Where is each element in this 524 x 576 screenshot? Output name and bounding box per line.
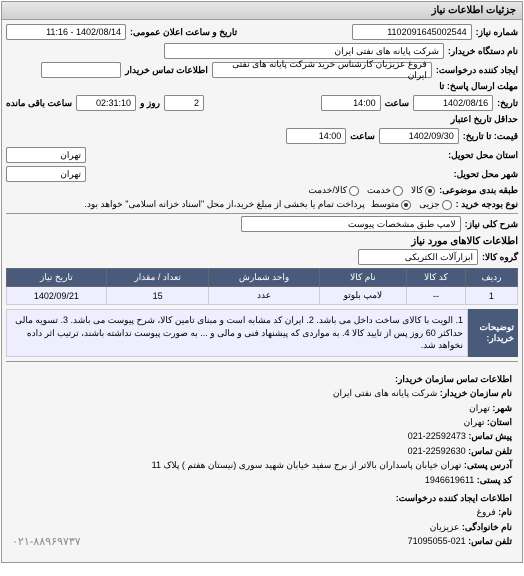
desc-field: لامپ طبق مشخصات پیوست bbox=[241, 216, 461, 232]
contact-org: شرکت پایانه های نفتی ایران bbox=[333, 388, 437, 398]
remain-time-field: 02:31:10 bbox=[76, 95, 136, 111]
contact-postal: 1946619611 bbox=[425, 475, 474, 485]
buyer-notes-row: توضیحات خریدار: 1. الویت با کالای ساخت د… bbox=[6, 309, 518, 357]
package-radio-group: کالا خدمت کالا/خدمت bbox=[308, 185, 435, 196]
validity-label-2: قیمت: تا تاریخ: bbox=[463, 131, 518, 142]
group-label: گروه کالا: bbox=[482, 252, 518, 263]
details-panel: جزئیات اطلاعات نیاز شماره نیاز: 11020916… bbox=[1, 1, 523, 563]
remain-days-label: روز و bbox=[140, 98, 160, 109]
purchase-type-label: نوع بودجه خرید : bbox=[456, 199, 518, 210]
creator-section-title: اطلاعات ایجاد کننده درخواست: bbox=[12, 491, 512, 505]
radio-icon bbox=[442, 200, 452, 210]
col-unit: واحد شمارش bbox=[209, 269, 319, 287]
creator-family-label: نام خانوادگی: bbox=[462, 522, 512, 532]
buyer-notes-label: توضیحات خریدار: bbox=[468, 309, 518, 357]
contact-prefix-label: پیش تماس: bbox=[468, 431, 512, 441]
validity-time-label: ساعت bbox=[350, 131, 375, 142]
purchase-type-radio-group: جزیی متوسط bbox=[371, 199, 452, 210]
city-label: شهر محل تحویل: bbox=[454, 169, 518, 180]
cell-code: -- bbox=[407, 287, 466, 305]
group-field: ابزارآلات الکتریکی bbox=[358, 249, 478, 265]
remain-time-label: ساعت باقی مانده bbox=[6, 98, 72, 109]
col-qty: تعداد / مقدار bbox=[106, 269, 209, 287]
creator-name-label: نام: bbox=[498, 507, 512, 517]
footer-phone: ۰۲۱-۸۸۹۶۹۷۳۷ bbox=[12, 534, 81, 552]
col-code: کد کالا bbox=[407, 269, 466, 287]
buyer-contact-label: اطلاعات تماس خریدار bbox=[125, 65, 208, 76]
request-no-label: شماره نیاز: bbox=[476, 27, 518, 38]
deadline-time-field: 14:00 bbox=[321, 95, 381, 111]
creator-tel: 71095055-021 bbox=[408, 534, 466, 552]
payment-note: پرداخت تمام یا بخشی از مبلغ خرید،از محل … bbox=[84, 199, 364, 210]
validity-time-field: 14:00 bbox=[286, 128, 346, 144]
creator-field: فروغ عزیزیان کارشناس خرید شرکت پایانه ها… bbox=[212, 62, 432, 78]
city-field: تهران bbox=[6, 166, 86, 182]
cell-row-no: 1 bbox=[465, 287, 517, 305]
contact-org-label: نام سازمان خریدار: bbox=[440, 388, 512, 398]
radio-icon bbox=[401, 200, 411, 210]
creator-family: عزیزیان bbox=[430, 522, 460, 532]
contact-section: اطلاعات تماس سازمان خریدار: نام سازمان خ… bbox=[6, 366, 518, 558]
cell-name: لامپ بلوتو bbox=[319, 287, 406, 305]
deadline-date-field: 1402/08/16 bbox=[413, 95, 493, 111]
items-table: ردیف کد کالا نام کالا واحد شمارش تعداد /… bbox=[6, 268, 518, 305]
buyer-org-field: شرکت پایانه های نفتی ایران bbox=[164, 43, 444, 59]
validity-date-field: 1402/09/30 bbox=[379, 128, 459, 144]
cell-qty: 15 bbox=[106, 287, 209, 305]
contact-phone: 22592630-021 bbox=[408, 446, 466, 456]
deadline-time-label: ساعت bbox=[385, 98, 410, 109]
radio-icon bbox=[349, 186, 359, 196]
col-row-no: ردیف bbox=[465, 269, 517, 287]
contact-prefix: 22592473-021 bbox=[408, 431, 466, 441]
package-label: طبقه بندی موضوعی: bbox=[439, 185, 518, 196]
announce-date-field: 1402/08/14 - 11:16 bbox=[6, 24, 126, 40]
contact-address: تهران خیابان پاسداران بالاتر از برج سفید… bbox=[152, 460, 462, 470]
table-row: 1 -- لامپ بلوتو عدد 15 1402/09/21 bbox=[7, 287, 518, 305]
contact-province-label: استان: bbox=[487, 417, 512, 427]
creator-label: ایجاد کننده درخواست: bbox=[436, 65, 518, 76]
contact-province: تهران bbox=[464, 417, 485, 427]
contact-address-label: آدرس پستی: bbox=[464, 460, 512, 470]
contact-section-title: اطلاعات تماس سازمان خریدار: bbox=[12, 372, 512, 386]
buyer-contact-field bbox=[41, 62, 121, 78]
cell-date: 1402/09/21 bbox=[7, 287, 107, 305]
panel-title: جزئیات اطلاعات نیاز bbox=[2, 2, 522, 20]
province-field: تهران bbox=[6, 147, 86, 163]
contact-city-label: شهر: bbox=[492, 403, 512, 413]
contact-postal-label: کد پستی: bbox=[477, 475, 512, 485]
deadline-label-2: تاریخ: bbox=[497, 98, 518, 109]
validity-label-1: حداقل تاریخ اعتبار bbox=[451, 114, 518, 125]
cell-unit: عدد bbox=[209, 287, 319, 305]
creator-name: فروغ bbox=[477, 507, 496, 517]
col-name: نام کالا bbox=[319, 269, 406, 287]
buyer-notes-body: 1. الویت با کالای ساخت داخل می باشد. 2. … bbox=[6, 309, 468, 357]
medium-radio[interactable]: متوسط bbox=[371, 199, 411, 210]
radio-icon bbox=[425, 186, 435, 196]
buyer-org-label: نام دستگاه خریدار: bbox=[448, 46, 518, 57]
small-radio[interactable]: جزیی bbox=[419, 199, 452, 210]
service-radio[interactable]: خدمت bbox=[367, 185, 403, 196]
request-no-field: 1102091645002544 bbox=[352, 24, 472, 40]
remain-days-field: 2 bbox=[164, 95, 204, 111]
creator-tel-label: تلفن تماس: bbox=[468, 534, 512, 552]
table-header-row: ردیف کد کالا نام کالا واحد شمارش تعداد /… bbox=[7, 269, 518, 287]
items-section-title: اطلاعات کالاهای مورد نیاز bbox=[6, 236, 518, 247]
radio-icon bbox=[393, 186, 403, 196]
announce-date-label: تاریخ و ساعت اعلان عمومی: bbox=[130, 27, 237, 38]
contact-phone-label: تلفن تماس: bbox=[468, 446, 512, 456]
desc-label: شرح کلی نیاز: bbox=[465, 219, 518, 230]
contact-city: تهران bbox=[469, 403, 490, 413]
deadline-label-1: مهلت ارسال پاسخ: تا bbox=[439, 81, 518, 92]
col-date: تاریخ نیاز bbox=[7, 269, 107, 287]
province-label: استان محل تحویل: bbox=[448, 150, 518, 161]
goods-service-radio[interactable]: کالا/خدمت bbox=[308, 185, 359, 196]
goods-radio[interactable]: کالا bbox=[411, 185, 435, 196]
